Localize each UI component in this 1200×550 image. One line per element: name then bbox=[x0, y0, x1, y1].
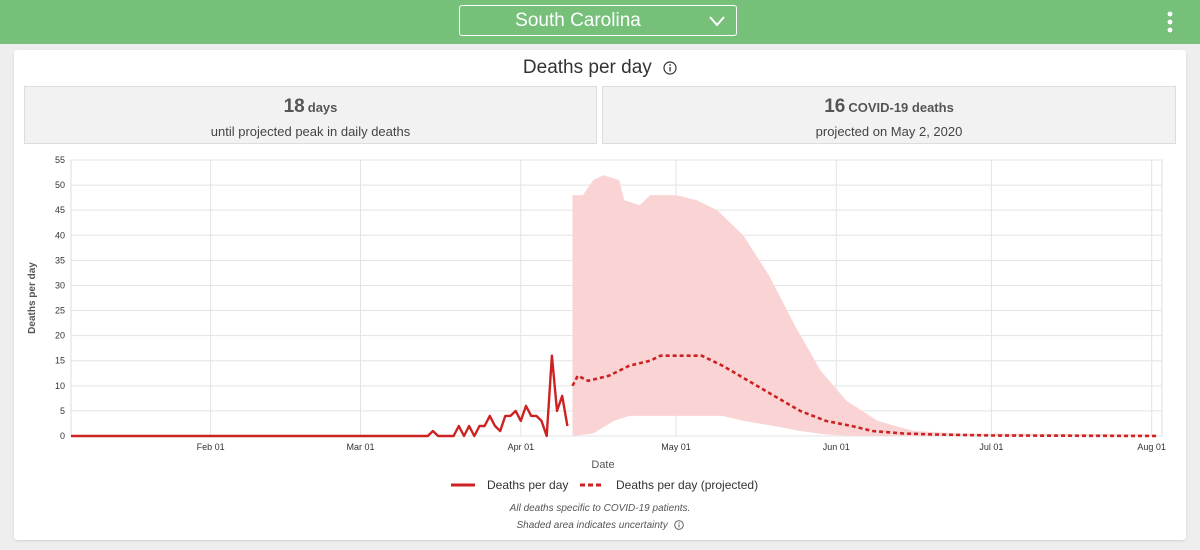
x-tick-label: Jun 01 bbox=[823, 442, 850, 452]
y-tick-label: 20 bbox=[55, 331, 65, 341]
legend: Deaths per day Deaths per day (projected) bbox=[451, 478, 758, 492]
y-tick-label: 5 bbox=[60, 406, 65, 416]
x-tick-label: Feb 01 bbox=[197, 442, 225, 452]
chevron-down-icon bbox=[709, 16, 725, 27]
y-tick-label: 30 bbox=[55, 280, 65, 290]
x-tick-label: May 01 bbox=[661, 442, 691, 452]
y-tick-label: 15 bbox=[55, 356, 65, 366]
peak-deaths-caption: projected on May 2, 2020 bbox=[815, 124, 963, 139]
peak-deaths-stat: 16 COVID-19 deaths projected on May 2, 20… bbox=[602, 86, 1176, 144]
y-tick-label: 0 bbox=[60, 431, 65, 441]
y-tick-label: 35 bbox=[55, 255, 65, 265]
footnote-uncertainty-text: Shaded area indicates uncertainty bbox=[516, 520, 668, 531]
y-tick-label: 40 bbox=[55, 230, 65, 240]
legend-label: Deaths per day (projected) bbox=[616, 478, 758, 492]
legend-label: Deaths per day bbox=[487, 478, 568, 492]
y-tick-label: 25 bbox=[55, 306, 65, 316]
chart-title-text: Deaths per day bbox=[522, 57, 652, 78]
x-tick-label: Jul 01 bbox=[979, 442, 1003, 452]
y-tick-label: 45 bbox=[55, 205, 65, 215]
y-tick-label: 10 bbox=[55, 381, 65, 391]
footnote-uncertainty: Shaded area indicates uncertainty bbox=[0, 520, 1200, 531]
series-line-actual bbox=[71, 354, 569, 438]
peak-days-number: 18 bbox=[283, 96, 305, 117]
x-axis-title: Date bbox=[591, 459, 614, 471]
info-icon[interactable] bbox=[663, 61, 677, 75]
x-tick-label: Mar 01 bbox=[347, 442, 375, 452]
chart-title: Deaths per day bbox=[0, 57, 1200, 79]
info-icon[interactable] bbox=[673, 520, 684, 530]
state-dropdown-label: South Carolina bbox=[515, 10, 641, 31]
kebab-menu-icon[interactable] bbox=[1160, 10, 1180, 34]
uncertainty-band bbox=[572, 175, 1157, 436]
peak-deaths-unit: COVID-19 deaths bbox=[848, 100, 954, 115]
top-bar: South Carolina bbox=[0, 0, 1200, 44]
y-tick-label: 55 bbox=[55, 155, 65, 165]
peak-days-caption: until projected peak in daily deaths bbox=[210, 124, 411, 139]
y-axis-title: Deaths per day bbox=[27, 262, 38, 334]
peak-deaths-number: 16 bbox=[824, 96, 846, 117]
x-tick-label: Apr 01 bbox=[508, 442, 535, 452]
peak-days-stat: 18 days until projected peak in daily dea… bbox=[24, 86, 597, 144]
x-tick-label: Aug 01 bbox=[1137, 442, 1166, 452]
state-dropdown[interactable]: South Carolina bbox=[459, 5, 737, 36]
footnote-deaths: All deaths specific to COVID-19 patients… bbox=[509, 503, 691, 514]
y-tick-label: 50 bbox=[55, 180, 65, 190]
peak-days-unit: days bbox=[307, 100, 338, 115]
